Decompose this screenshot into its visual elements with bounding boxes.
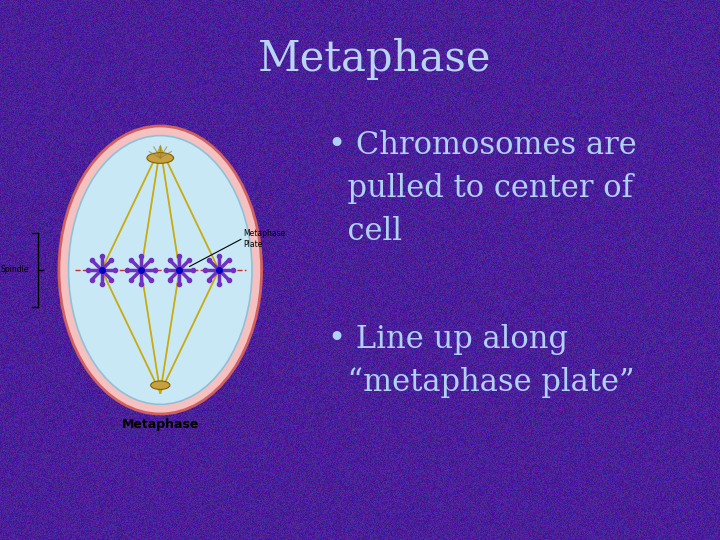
Ellipse shape [59, 126, 261, 414]
Text: Spindle: Spindle [1, 266, 29, 274]
Ellipse shape [68, 136, 252, 404]
Text: Metaphase
Plate: Metaphase Plate [243, 230, 286, 249]
Text: Metaphase: Metaphase [258, 38, 491, 80]
Text: • Line up along
  “metaphase plate”: • Line up along “metaphase plate” [328, 324, 634, 398]
Ellipse shape [150, 381, 170, 389]
Text: • Chromosomes are
  pulled to center of
  cell: • Chromosomes are pulled to center of ce… [328, 130, 636, 247]
Text: Metaphase: Metaphase [122, 418, 199, 431]
Ellipse shape [147, 153, 174, 163]
